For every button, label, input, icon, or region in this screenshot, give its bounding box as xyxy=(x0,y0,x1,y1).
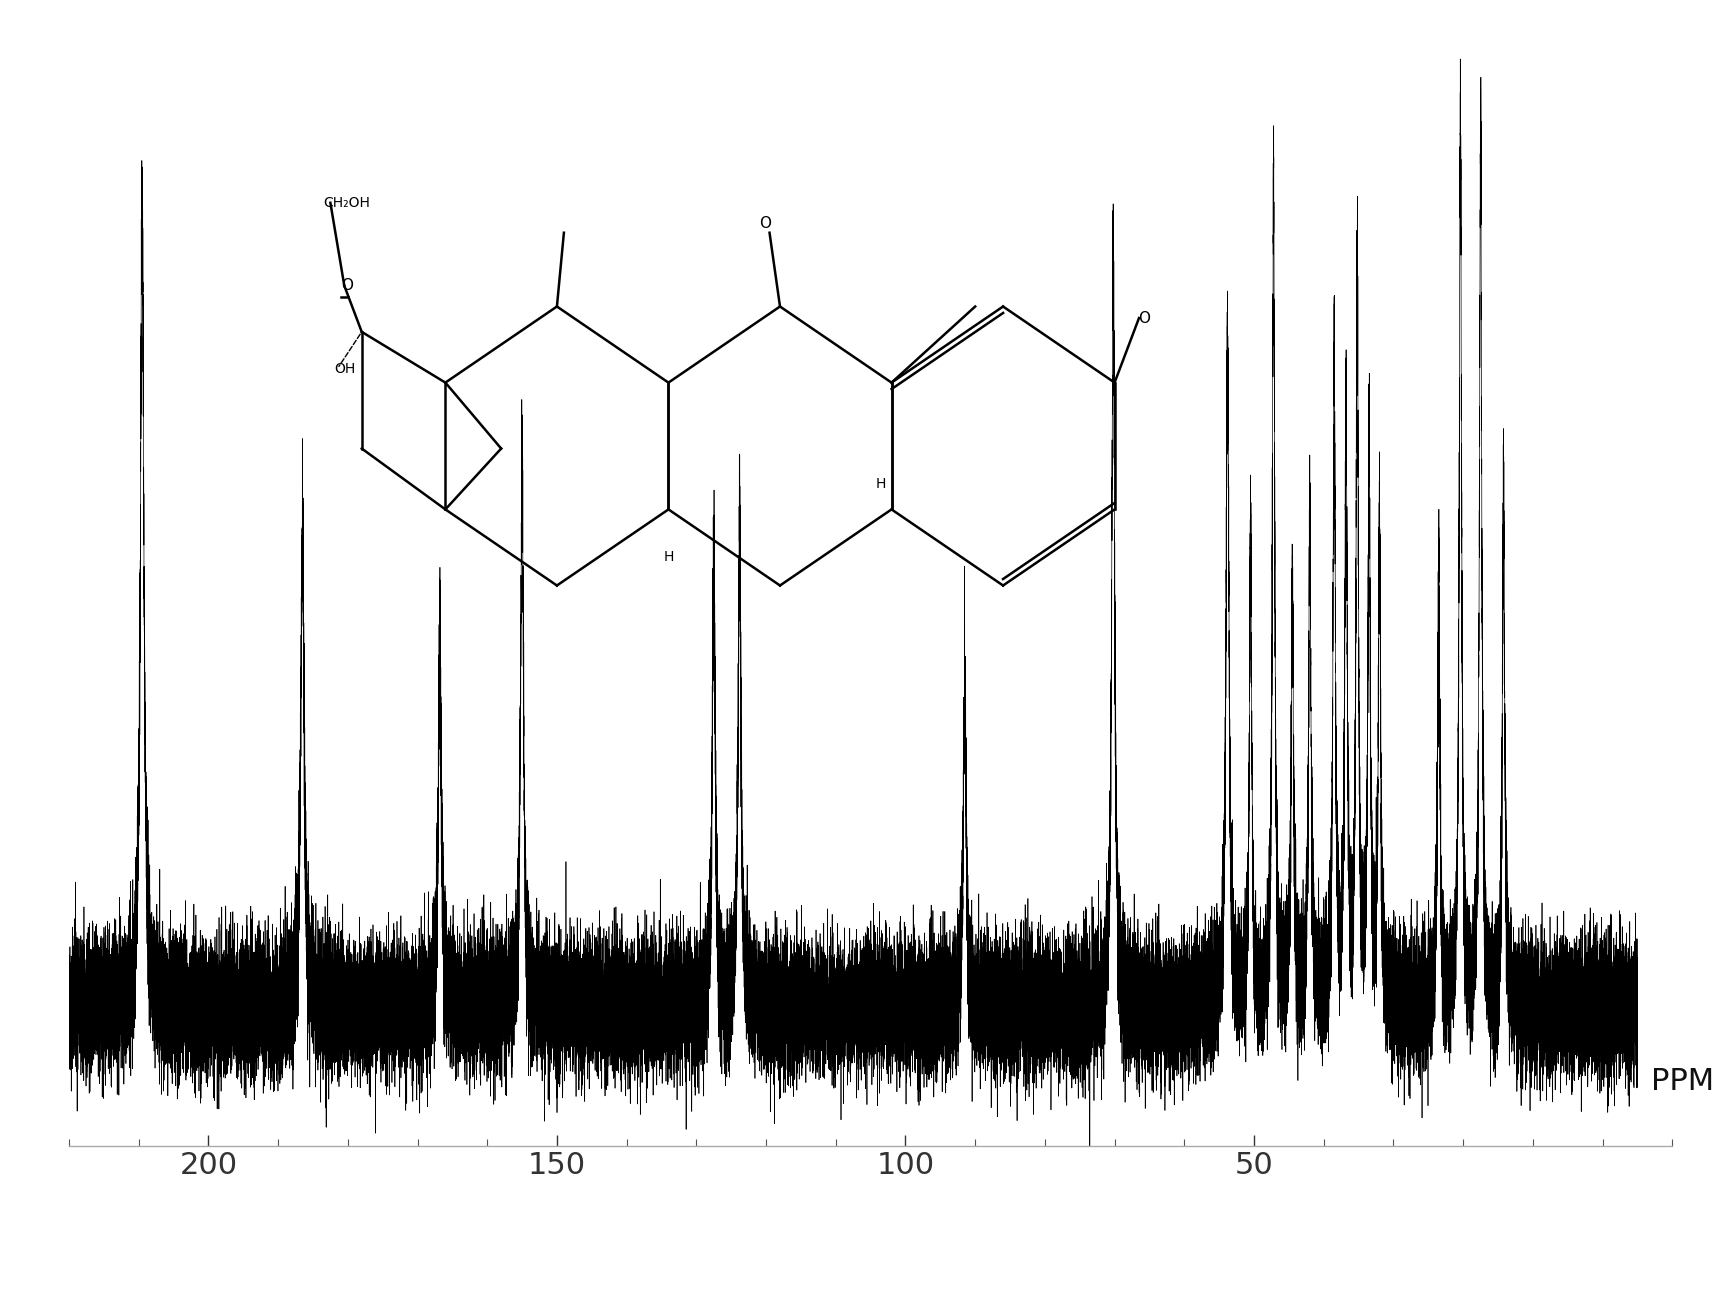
Text: H: H xyxy=(663,549,674,564)
Text: O: O xyxy=(758,216,770,230)
Text: CH₂OH: CH₂OH xyxy=(324,195,370,210)
Text: H: H xyxy=(875,477,886,491)
Text: O: O xyxy=(341,279,353,293)
Text: PPM: PPM xyxy=(1651,1066,1713,1096)
Text: O: O xyxy=(1137,311,1149,326)
Text: OH: OH xyxy=(334,362,355,376)
